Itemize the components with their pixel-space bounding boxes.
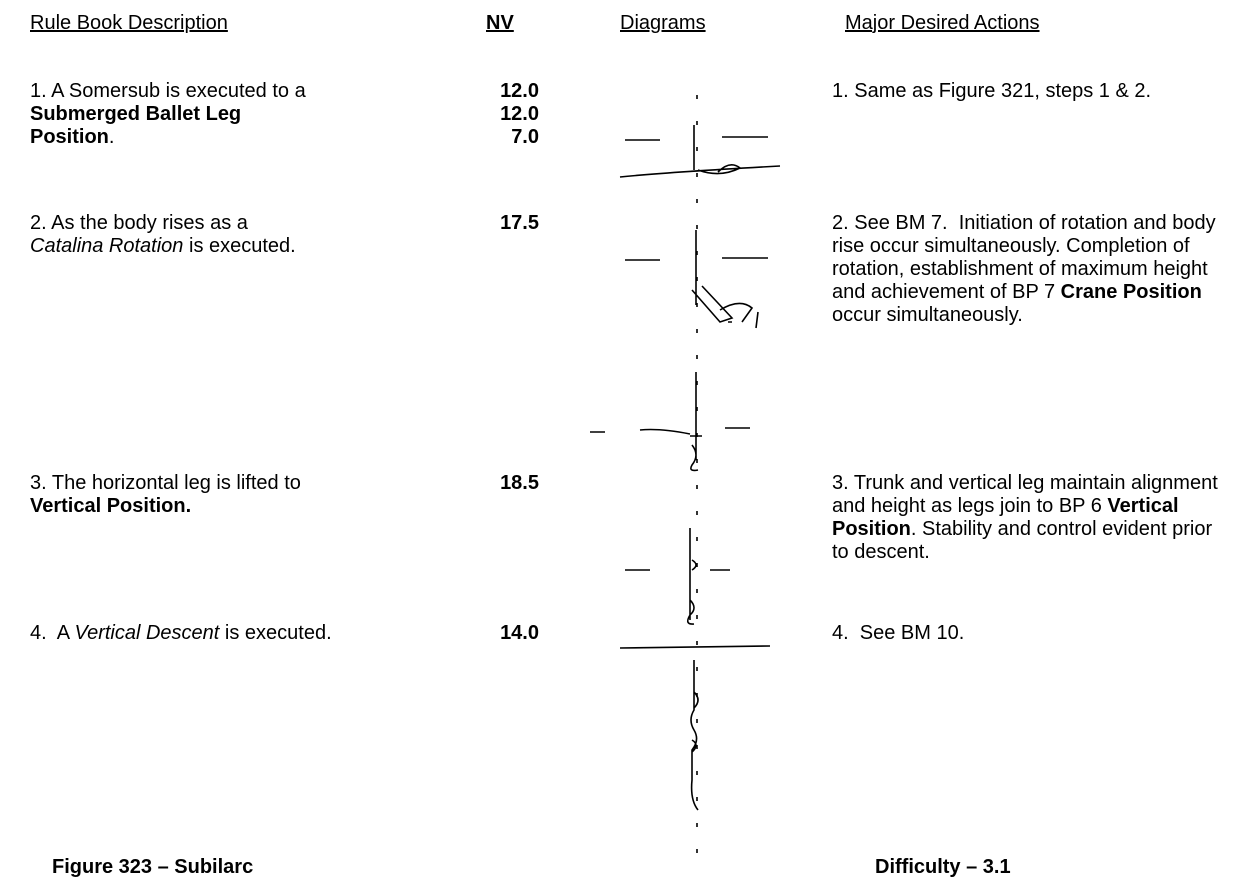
text: Vertical Position [832,495,1185,540]
text: 2. See BM 7. Initiation of rotation and … [832,212,1222,303]
text: is executed. [183,235,296,257]
description: 4. A Vertical Descent is executed. [30,622,430,645]
text: . [108,126,115,148]
nv: 7.0 [511,126,539,148]
figure-caption: Figure 323 – Subilarc [52,856,254,878]
nv: 14.0 [500,622,539,644]
actions: 4. See BM 10. [832,622,1237,645]
text: Crane Position [1060,281,1202,303]
text: Vertical Position. [30,495,192,517]
nv: 18.5 [500,472,539,494]
text: 1. Same as Figure 321, steps 1 & 2. [832,80,1152,102]
header-diagrams: Diagrams [620,12,706,34]
nv: 17.5 [500,212,539,234]
text: 3. Trunk and vertical leg maintain align… [832,472,1224,517]
figure-1 [619,125,781,178]
figure-3 [590,372,750,472]
figure-4 [625,528,730,625]
header-actions: Major Desired Actions [845,12,1040,34]
figure-2 [625,230,768,329]
actions: 1. Same as Figure 321, steps 1 & 2. [832,80,1212,103]
nv: 12.0 [500,80,539,102]
text: . Stability and control evident prior to… [832,518,1218,563]
header-description: Rule Book Description [30,12,228,34]
nv: 12.0 [500,103,539,125]
text: 2. As the body rises as a [30,212,254,234]
description: 1. A Somersub is executed to a Submerged… [30,80,330,149]
text: 1. A Somersub is executed to a [30,80,312,102]
text: 4. See BM 10. [832,622,965,644]
description: 3. The horizontal leg is lifted to Verti… [30,472,330,518]
description: 2. As the body rises as a Catalina Rotat… [30,212,320,258]
header-nv: NV [486,12,514,34]
text: Submerged Ballet Leg Position [30,103,247,148]
text: 4. A [30,622,75,644]
text: Vertical Descent [74,622,220,644]
difficulty: Difficulty – 3.1 [875,856,1011,878]
text: 3. The horizontal leg is lifted to [30,472,307,494]
text: Catalina Rotation [30,235,184,257]
diagrams [590,95,781,860]
actions: 2. See BM 7. Initiation of rotation and … [832,212,1237,327]
figure-5 [690,660,699,811]
divider [619,645,771,649]
text: is executed. [219,622,332,644]
actions: 3. Trunk and vertical leg maintain align… [832,472,1227,564]
text: occur simultaneously. [832,281,1208,326]
